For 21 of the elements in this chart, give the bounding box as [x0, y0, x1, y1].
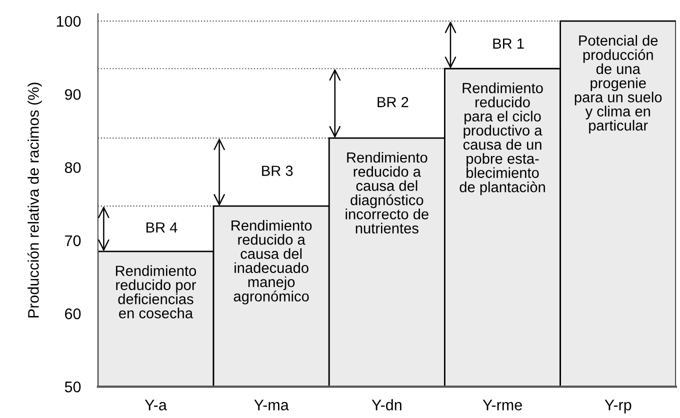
- y-tick-label: 80: [64, 162, 81, 174]
- annotation: BR 4: [146, 222, 178, 233]
- y-tick-label: 90: [64, 89, 81, 100]
- y-tick-label: 50: [64, 382, 81, 392]
- x-tick-label: Y-rme: [482, 400, 522, 410]
- annotation: BR 1: [493, 38, 524, 49]
- annotation: BR 3: [262, 166, 293, 176]
- x-tick-label: Y-a: [144, 400, 167, 410]
- annotation: Rendimiento reducido a causa del inadecuado manejo agronómico: [232, 220, 312, 304]
- x-tick-label: Y-rp: [604, 400, 632, 414]
- x-tick-label: Y-ma: [254, 400, 289, 410]
- y-tick-label: 100: [56, 16, 81, 27]
- y-tick-label: 70: [65, 235, 81, 246]
- y-tick-label: 60: [65, 308, 81, 320]
- y-axis-title: Producción relativa de racimos (%): [27, 82, 42, 318]
- annotation: Rendimiento reducido por deficiencias en cosecha: [116, 265, 196, 318]
- annotation: Rendimiento reducido a causa del diagnóstico incorrecto de nutrientes: [346, 152, 428, 234]
- annotation: Rendimiento reducido para el ciclo productivo a causa de un pobre esta- blecimiento de plantaciòn: [460, 82, 545, 196]
- x-tick-label: Y-dn: [372, 399, 402, 410]
- annotation: Potencial de producción de una progenie para un suelo y clima en particular: [574, 34, 662, 134]
- annotation: BR 2: [378, 96, 408, 108]
